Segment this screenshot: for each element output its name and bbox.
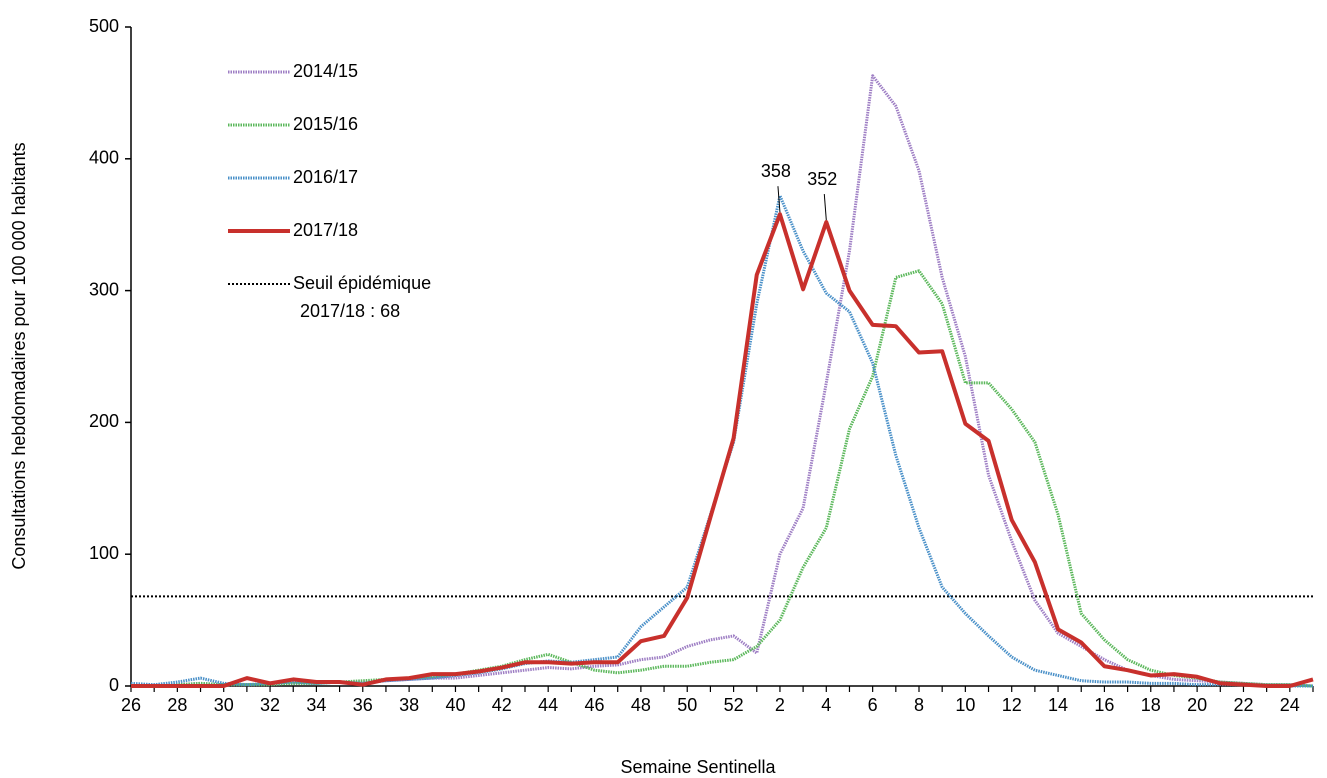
x-tick-label: 2	[775, 695, 785, 715]
x-tick-label: 24	[1280, 695, 1300, 715]
x-tick-label: 12	[1002, 695, 1022, 715]
x-tick-label: 6	[868, 695, 878, 715]
x-tick-label: 46	[585, 695, 605, 715]
x-tick-label: 22	[1233, 695, 1253, 715]
legend-label: 2016/17	[293, 167, 358, 187]
legend-label: 2017/18 : 68	[300, 301, 400, 321]
data-label: 352	[807, 169, 837, 189]
y-tick-label: 0	[109, 675, 119, 695]
x-tick-label: 48	[631, 695, 651, 715]
legend-label: 2017/18	[293, 220, 358, 240]
x-tick-label: 32	[260, 695, 280, 715]
y-tick-label: 400	[89, 148, 119, 168]
label-leader	[777, 186, 781, 213]
x-tick-label: 44	[538, 695, 558, 715]
data-label: 358	[761, 161, 791, 181]
x-tick-label: 14	[1048, 695, 1068, 715]
x-tick-label: 30	[214, 695, 234, 715]
x-tick-label: 40	[445, 695, 465, 715]
series-line	[130, 74, 1314, 688]
x-tick-label: 38	[399, 695, 419, 715]
x-tick-label: 50	[677, 695, 697, 715]
x-tick-label: 16	[1094, 695, 1114, 715]
x-tick-label: 26	[121, 695, 141, 715]
x-tick-label: 36	[353, 695, 373, 715]
x-axis-title: Semaine Sentinella	[620, 757, 776, 777]
y-tick-label: 500	[89, 16, 119, 36]
x-tick-label: 34	[306, 695, 326, 715]
label-leader	[823, 194, 827, 221]
legend-label: 2014/15	[293, 61, 358, 81]
y-tick-label: 100	[89, 543, 119, 563]
x-tick-label: 52	[724, 695, 744, 715]
series-line	[131, 269, 1314, 688]
legend-label: Seuil épidémique	[293, 273, 431, 293]
x-tick-label: 42	[492, 695, 512, 715]
x-tick-label: 18	[1141, 695, 1161, 715]
y-axis-title: Consultations hebdomadaires pour 100 000…	[9, 142, 29, 569]
x-tick-label: 10	[955, 695, 975, 715]
x-tick-label: 20	[1187, 695, 1207, 715]
series-line	[130, 194, 1313, 688]
x-tick-label: 4	[821, 695, 831, 715]
legend-label: 2015/16	[293, 114, 358, 134]
y-tick-label: 200	[89, 411, 119, 431]
x-tick-label: 8	[914, 695, 924, 715]
series-line	[131, 212, 1314, 688]
y-tick-label: 300	[89, 279, 119, 299]
x-tick-label: 28	[167, 695, 187, 715]
